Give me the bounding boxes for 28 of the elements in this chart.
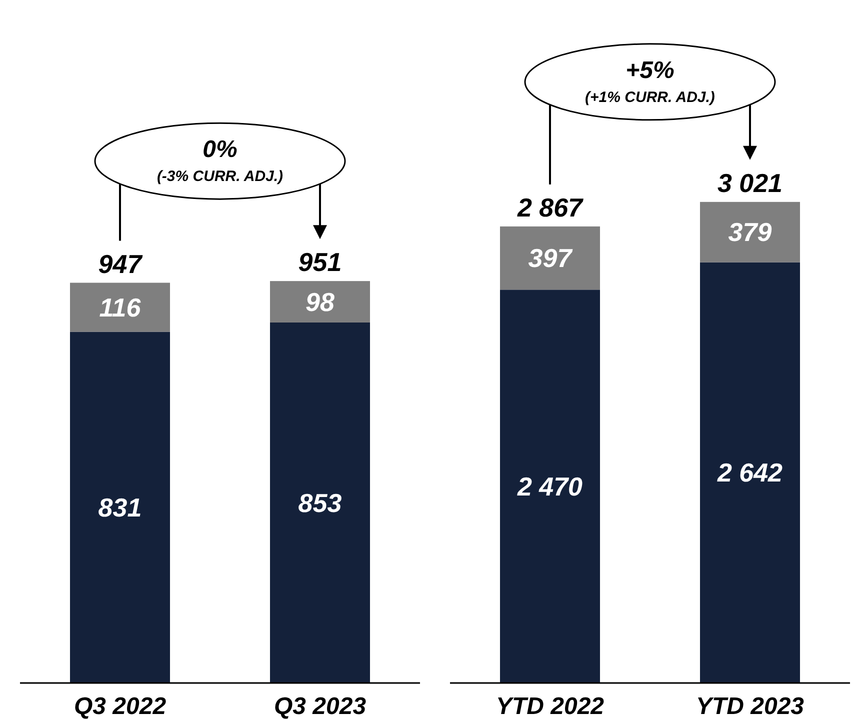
text: (-3% CURR. ADJ.) — [156, 168, 284, 186]
bar — [500, 290, 600, 683]
total-label: 947 — [98, 248, 144, 279]
bar — [700, 262, 800, 683]
x-tick-label: Q3 2023 — [274, 693, 367, 719]
x-tick-label: YTD 2022 — [496, 693, 605, 719]
data-label: 853 — [298, 488, 342, 518]
text: 0% — [202, 136, 238, 164]
data-label: 831 — [98, 492, 142, 522]
bar — [70, 282, 170, 332]
x-tick-label: YTD 2023 — [696, 693, 805, 719]
data-label: 397 — [528, 243, 574, 274]
bar — [270, 322, 370, 683]
total-label: 3 021 — [717, 168, 783, 198]
data-label: 116 — [99, 292, 142, 322]
data-label: 2 642 — [716, 458, 784, 488]
x-tick-label: Q3 2022 — [74, 693, 167, 719]
data-label: 379 — [728, 217, 772, 248]
total-label: 2 867 — [516, 192, 584, 222]
text: +5% — [626, 56, 674, 84]
bar — [270, 281, 370, 322]
bar — [700, 202, 800, 262]
bar — [500, 226, 600, 290]
bar — [70, 332, 170, 683]
data-label: 98 — [306, 286, 335, 317]
total-label: 951 — [298, 247, 342, 278]
data-label: 2 470 — [516, 471, 584, 502]
text: (+1% CURR. ADJ.) — [585, 88, 715, 106]
